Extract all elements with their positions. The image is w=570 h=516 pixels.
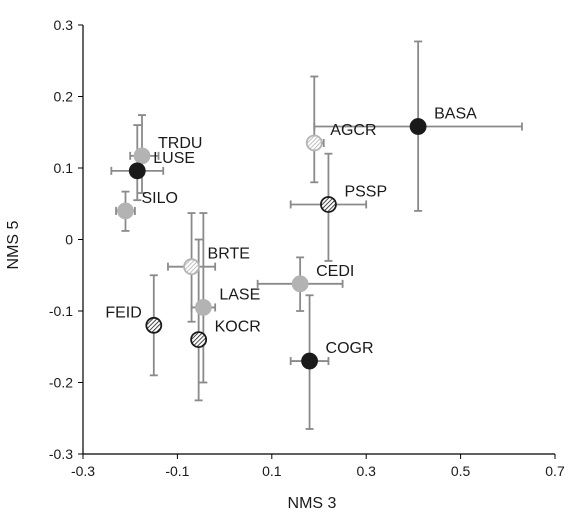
axes (82, 25, 555, 455)
point-lase (194, 299, 212, 316)
y-tick-label: 0.3 (54, 17, 74, 33)
x-tick-label: 0.1 (262, 463, 282, 479)
point-basa (409, 118, 427, 135)
y-tick-label: -0.1 (49, 303, 73, 319)
point-label-cedi: CEDI (316, 263, 354, 280)
point-trdu (133, 147, 151, 165)
point-label-lase: LASE (219, 286, 260, 303)
x-tick-label: 0.7 (545, 463, 565, 479)
x-axis-title: NMS 3 (288, 495, 337, 512)
point-agcr (305, 134, 323, 152)
point-kocr (190, 331, 208, 349)
y-tick-label: -0.3 (49, 446, 73, 462)
x-tick-label: -0.3 (71, 463, 95, 479)
x-tick-label: -0.1 (165, 463, 189, 479)
point-label-kocr: KOCR (215, 319, 261, 336)
point-label-feid: FEID (105, 304, 141, 321)
point-label-cogr: COGR (326, 340, 374, 357)
error-bars (110, 40, 523, 430)
y-tick-label: 0 (65, 232, 73, 248)
point-label-basa: BASA (434, 106, 477, 123)
y-axis-title: NMS 5 (5, 220, 22, 269)
point-label-luse: LUSE (153, 150, 195, 167)
point-cogr (301, 352, 318, 370)
point-cedi (291, 275, 309, 293)
point-label-brte: BRTE (208, 246, 250, 263)
point-luse (128, 162, 146, 180)
point-silo (117, 202, 134, 220)
y-tick-label: 0.2 (54, 89, 74, 105)
x-tick-label: 0.5 (451, 463, 471, 479)
point-label-pssp: PSSP (344, 183, 387, 200)
x-tick-label: 0.3 (356, 463, 376, 479)
y-tick-label: 0.1 (54, 160, 74, 176)
point-label-trdu: TRDU (158, 135, 202, 152)
y-tick-label: -0.2 (49, 375, 73, 391)
ticks: -0.3 -0.1 0.1 0.3 0.5 0.7 -0.3 -0.2 -0.1 0 0.1 0.2 0… (49, 17, 565, 479)
point-brte (183, 258, 200, 276)
point-feid (145, 316, 163, 334)
markers (117, 118, 427, 370)
point-pssp (320, 196, 337, 213)
point-label-silo: SILO (141, 190, 177, 207)
point-label-agcr: AGCR (330, 122, 376, 139)
